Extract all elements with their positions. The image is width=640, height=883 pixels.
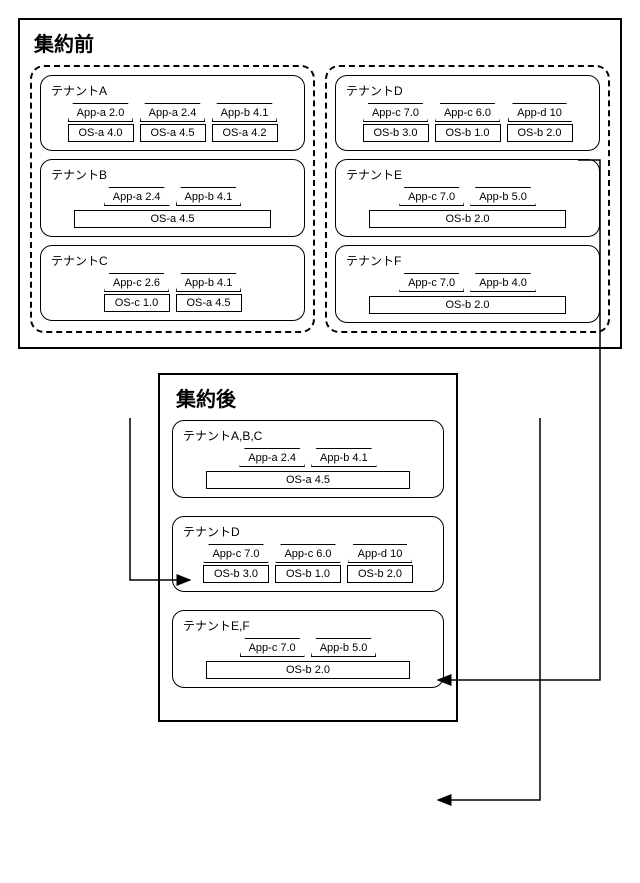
app-box: App-b 4.0 xyxy=(470,273,536,292)
tenant-title: テナントA xyxy=(51,82,296,99)
before-title: 集約前 xyxy=(34,28,610,57)
tenant-box: テナントE App-c 7.0 App-b 5.0 OS-b 2.0 xyxy=(335,159,600,237)
tenant-box: テナントA,B,C App-a 2.4 App-b 4.1 OS-a 4.5 xyxy=(172,420,444,498)
tenant-box: テナントB App-a 2.4 App-b 4.1 OS-a 4.5 xyxy=(40,159,305,237)
os-box: OS-b 3.0 xyxy=(203,565,269,583)
app-box: App-a 2.4 xyxy=(104,187,170,206)
after-title: 集約後 xyxy=(176,383,444,412)
app-box: App-c 2.6 xyxy=(104,273,169,292)
before-left-group: テナントAApp-a 2.0OS-a 4.0App-a 2.4OS-a 4.5A… xyxy=(30,65,315,333)
app-box: App-b 4.1 xyxy=(176,273,242,292)
app-box: App-b 5.0 xyxy=(311,638,377,657)
os-box: OS-a 4.5 xyxy=(176,294,242,312)
os-box: OS-a 4.5 xyxy=(74,210,272,228)
app-box: App-c 7.0 xyxy=(399,187,464,206)
os-box: OS-b 2.0 xyxy=(206,661,409,679)
tenant-title: テナントE xyxy=(346,166,591,183)
os-box: OS-b 1.0 xyxy=(275,565,341,583)
app-box: App-d 10 xyxy=(508,103,572,122)
stack-row: App-a 2.0 OS-a 4.0 App-a 2.4 OS-a 4.5 App-b … xyxy=(49,103,296,142)
app-box: App-c 7.0 xyxy=(363,103,428,122)
stack-row: App-c 2.6 OS-c 1.0 App-b 4.1 OS-a 4.5 xyxy=(49,273,296,312)
tenant-title: テナントF xyxy=(346,252,591,269)
app-box: App-c 7.0 xyxy=(203,544,268,563)
stack: App-d 10 OS-b 2.0 xyxy=(507,103,573,142)
os-box: OS-a 4.2 xyxy=(212,124,278,142)
shared-stack: App-c 7.0 App-b 4.0 OS-b 2.0 xyxy=(344,273,591,314)
before-right-group: テナントDApp-c 7.0OS-b 3.0App-c 6.0OS-b 1.0A… xyxy=(325,65,610,333)
os-box: OS-c 1.0 xyxy=(104,294,170,312)
tenant-title: テナントD xyxy=(183,523,435,540)
stack: App-a 2.0 OS-a 4.0 xyxy=(68,103,134,142)
stack: App-a 2.4 OS-a 4.5 xyxy=(140,103,206,142)
app-row: App-c 7.0 App-b 4.0 xyxy=(399,273,536,292)
stack: App-c 7.0 OS-b 3.0 xyxy=(363,103,429,142)
after-box: 集約後 テナントA,B,CApp-a 2.4App-b 4.1OS-a 4.5テ… xyxy=(158,373,458,722)
shared-stack: App-a 2.4 App-b 4.1 OS-a 4.5 xyxy=(181,448,435,489)
app-box: App-c 7.0 xyxy=(399,273,464,292)
os-box: OS-b 2.0 xyxy=(369,296,567,314)
tenant-box: テナントDApp-c 7.0OS-b 3.0App-c 6.0OS-b 1.0A… xyxy=(172,516,444,592)
tenant-title: テナントC xyxy=(51,252,296,269)
app-row: App-c 7.0 App-b 5.0 xyxy=(399,187,536,206)
stack: App-b 4.1 OS-a 4.5 xyxy=(176,273,242,312)
stack: App-c 7.0 OS-b 3.0 xyxy=(203,544,269,583)
before-box: 集約前 テナントA App-a 2.0 OS-a 4.0 App-a 2.4 OS-a … xyxy=(18,18,622,349)
app-box: App-b 5.0 xyxy=(470,187,536,206)
app-box: App-c 6.0 xyxy=(275,544,340,563)
os-box: OS-a 4.5 xyxy=(140,124,206,142)
stack-row: App-c 7.0 OS-b 3.0 App-c 6.0 OS-b 1.0 App-d … xyxy=(344,103,591,142)
stack: App-c 2.6 OS-c 1.0 xyxy=(104,273,170,312)
os-box: OS-b 1.0 xyxy=(435,124,501,142)
tenant-box: テナントDApp-c 7.0OS-b 3.0App-c 6.0OS-b 1.0A… xyxy=(335,75,600,151)
app-box: App-c 6.0 xyxy=(435,103,500,122)
tenant-box: テナントE,F App-c 7.0 App-b 5.0 OS-b 2.0 xyxy=(172,610,444,688)
stack: App-d 10 OS-b 2.0 xyxy=(347,544,413,583)
tenant-box: テナントAApp-a 2.0OS-a 4.0App-a 2.4OS-a 4.5A… xyxy=(40,75,305,151)
app-box: App-b 4.1 xyxy=(176,187,242,206)
app-box: App-a 2.4 xyxy=(239,448,305,467)
tenant-box: テナントF App-c 7.0 App-b 4.0 OS-b 2.0 xyxy=(335,245,600,323)
shared-stack: App-c 7.0 App-b 5.0 OS-b 2.0 xyxy=(344,187,591,228)
tenant-title: テナントB xyxy=(51,166,296,183)
app-box: App-d 10 xyxy=(348,544,412,563)
before-columns: テナントAApp-a 2.0OS-a 4.0App-a 2.4OS-a 4.5A… xyxy=(30,65,610,333)
shared-stack: App-c 7.0 App-b 5.0 OS-b 2.0 xyxy=(181,638,435,679)
after-tenant-list: テナントA,B,C App-a 2.4 App-b 4.1 OS-a 4.5 テナントD… xyxy=(172,420,444,688)
os-box: OS-b 2.0 xyxy=(507,124,573,142)
os-box: OS-a 4.0 xyxy=(68,124,134,142)
app-box: App-c 7.0 xyxy=(240,638,305,657)
os-box: OS-b 2.0 xyxy=(369,210,567,228)
after-wrap: 集約後 テナントA,B,CApp-a 2.4App-b 4.1OS-a 4.5テ… xyxy=(158,373,458,722)
app-row: App-a 2.4 App-b 4.1 xyxy=(104,187,241,206)
tenant-title: テナントA,B,C xyxy=(183,427,435,444)
os-box: OS-b 2.0 xyxy=(347,565,413,583)
app-row: App-a 2.4 App-b 4.1 xyxy=(239,448,376,467)
tenant-title: テナントE,F xyxy=(183,617,435,634)
stack: App-c 6.0 OS-b 1.0 xyxy=(275,544,341,583)
stack-row: App-c 7.0 OS-b 3.0 App-c 6.0 OS-b 1.0 App-d … xyxy=(181,544,435,583)
app-row: App-c 7.0 App-b 5.0 xyxy=(240,638,377,657)
app-box: App-b 4.1 xyxy=(212,103,278,122)
shared-stack: App-a 2.4 App-b 4.1 OS-a 4.5 xyxy=(49,187,296,228)
app-box: App-a 2.4 xyxy=(140,103,206,122)
tenant-box: テナントC App-c 2.6 OS-c 1.0 App-b 4.1 OS-a 4.5 xyxy=(40,245,305,321)
stack: App-c 6.0 OS-b 1.0 xyxy=(435,103,501,142)
app-box: App-b 4.1 xyxy=(311,448,377,467)
os-box: OS-b 3.0 xyxy=(363,124,429,142)
app-box: App-a 2.0 xyxy=(68,103,134,122)
stack: App-b 4.1 OS-a 4.2 xyxy=(212,103,278,142)
os-box: OS-a 4.5 xyxy=(206,471,409,489)
tenant-title: テナントD xyxy=(346,82,591,99)
